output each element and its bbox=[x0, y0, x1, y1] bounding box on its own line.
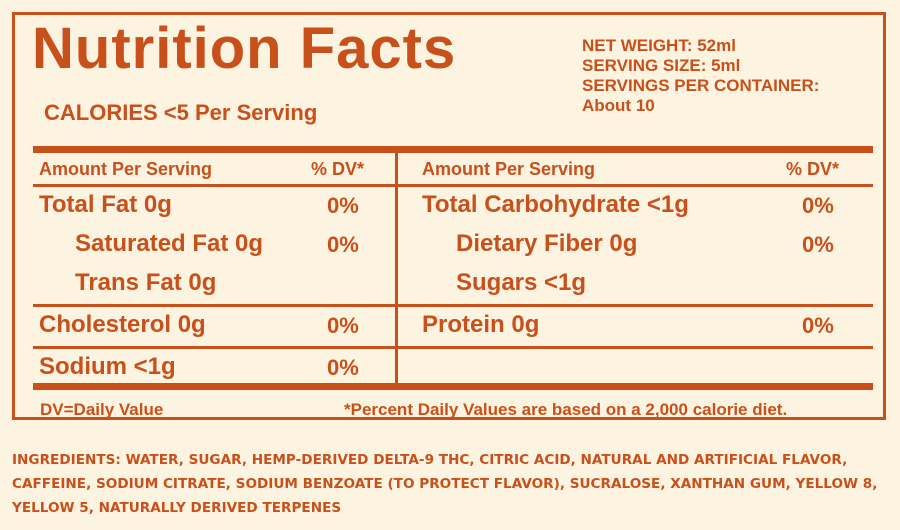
nutrient-row: Total Fat 0g 0% bbox=[33, 187, 395, 226]
calories-line: CALORIES <5 Per Serving bbox=[44, 100, 318, 125]
page-title: Nutrition Facts bbox=[32, 16, 457, 81]
net-weight: NET WEIGHT: 52ml bbox=[582, 36, 736, 55]
servings-per-container: SERVINGS PER CONTAINER: bbox=[582, 76, 820, 95]
nutrient-name: Dietary Fiber 0g bbox=[456, 230, 638, 257]
nutrient-name: Sodium <1g bbox=[39, 353, 176, 380]
nutrient-name: Sugars <1g bbox=[456, 269, 587, 296]
nutrient-name: Protein 0g bbox=[422, 311, 540, 338]
nutrient-name: Cholesterol 0g bbox=[39, 311, 206, 338]
nutrient-row bbox=[398, 349, 873, 388]
nutrient-row: Trans Fat 0g bbox=[33, 265, 395, 307]
nutrient-dv: 0% bbox=[802, 313, 834, 338]
table-header: Amount Per Serving % DV* bbox=[398, 153, 873, 187]
nutrient-row: Sodium <1g 0% bbox=[33, 349, 395, 388]
nutrient-row: Saturated Fat 0g 0% bbox=[33, 226, 395, 265]
nutrient-row: Cholesterol 0g 0% bbox=[33, 307, 395, 349]
nutrient-name: Trans Fat 0g bbox=[75, 269, 217, 296]
nutrient-table: Amount Per Serving % DV* Total Fat 0g 0%… bbox=[33, 146, 873, 390]
package-info: NET WEIGHT: 52ml SERVING SIZE: 5ml SERVI… bbox=[582, 36, 882, 116]
header-amount: Amount Per Serving bbox=[422, 159, 596, 179]
nutrition-panel bbox=[12, 12, 886, 420]
nutrient-row: Protein 0g 0% bbox=[398, 307, 873, 349]
column-divider bbox=[395, 153, 398, 383]
table-header: Amount Per Serving % DV* bbox=[33, 153, 395, 187]
servings-value: About 10 bbox=[582, 96, 655, 115]
header-dv: % DV* bbox=[786, 159, 840, 179]
nutrient-name: Total Carbohydrate <1g bbox=[422, 191, 689, 218]
nutrient-dv: 0% bbox=[802, 193, 834, 218]
nutrient-name: Saturated Fat 0g bbox=[75, 230, 264, 257]
nutrient-dv: 0% bbox=[327, 355, 359, 380]
ingredients-list: INGREDIENTS: WATER, SUGAR, HEMP-DERIVED … bbox=[12, 452, 878, 516]
nutrient-dv: 0% bbox=[327, 193, 359, 218]
dv-footnote: *Percent Daily Values are based on a 2,0… bbox=[344, 400, 788, 419]
nutrient-row: Sugars <1g bbox=[398, 265, 873, 307]
serving-size: SERVING SIZE: 5ml bbox=[582, 56, 741, 75]
dv-definition: DV=Daily Value bbox=[40, 400, 164, 419]
nutrient-column-left: Amount Per Serving % DV* Total Fat 0g 0%… bbox=[33, 153, 395, 388]
nutrient-row: Total Carbohydrate <1g 0% bbox=[398, 187, 873, 226]
nutrient-column-right: Amount Per Serving % DV* Total Carbohydr… bbox=[398, 153, 873, 388]
nutrient-name: Total Fat 0g bbox=[39, 191, 172, 218]
nutrient-dv: 0% bbox=[327, 232, 359, 257]
header-amount: Amount Per Serving bbox=[39, 159, 213, 179]
header-dv: % DV* bbox=[311, 159, 365, 179]
nutrient-dv: 0% bbox=[327, 313, 359, 338]
nutrient-row: Dietary Fiber 0g 0% bbox=[398, 226, 873, 265]
nutrient-dv: 0% bbox=[802, 232, 834, 257]
